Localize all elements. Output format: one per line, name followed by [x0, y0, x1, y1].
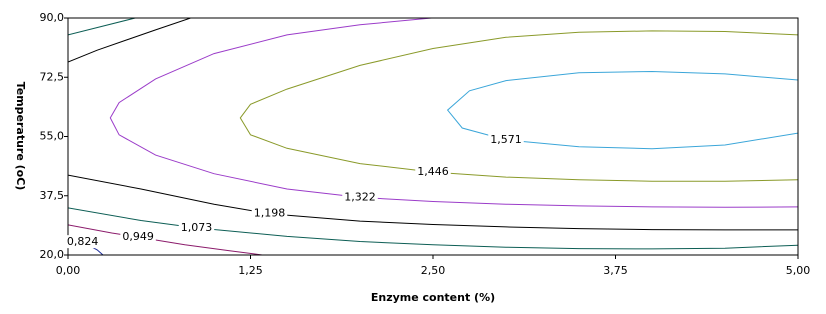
- contour-label: 1,073: [181, 221, 213, 234]
- contour-label-bg: [342, 190, 378, 204]
- plot-area: [68, 18, 798, 255]
- contour-label: 1,322: [344, 190, 376, 203]
- y-tick-label: 72,5: [40, 70, 65, 83]
- contour-line: [68, 224, 263, 255]
- contour-line: [446, 70, 798, 150]
- x-tick-label: 0,00: [56, 264, 81, 277]
- contour-line: [109, 18, 798, 208]
- contour-label: 1,198: [254, 207, 286, 220]
- x-tick-label: 1,25: [238, 264, 263, 277]
- x-axis-title: Enzyme content (%): [371, 291, 495, 304]
- contour-label-bg: [120, 230, 156, 244]
- y-axis-title: Temperature (oC): [14, 82, 27, 191]
- x-tick-label: 5,00: [786, 264, 811, 277]
- contour-label: 0,824: [67, 235, 99, 248]
- contour-line: [68, 18, 798, 231]
- contour-label: 0,949: [122, 230, 154, 243]
- y-tick-label: 20,0: [40, 248, 65, 261]
- contour-label: 1,446: [417, 165, 449, 178]
- y-tick-label: 55,0: [40, 130, 65, 143]
- x-tick-label: 2,50: [421, 264, 446, 277]
- contour-label-bg: [251, 206, 288, 220]
- x-tick-label: 3,75: [603, 264, 628, 277]
- y-tick-label: 90,0: [40, 11, 65, 24]
- contour-layer: [68, 18, 798, 255]
- contour-label-bg: [415, 165, 451, 179]
- contour-label-bg: [64, 235, 101, 249]
- contour-line: [68, 18, 798, 250]
- y-tick-label: 37,5: [40, 189, 65, 202]
- contour-label-bg: [178, 220, 215, 234]
- contour-label-bg: [488, 132, 524, 146]
- contour-line: [239, 30, 798, 182]
- contour-label: 1,571: [490, 133, 522, 146]
